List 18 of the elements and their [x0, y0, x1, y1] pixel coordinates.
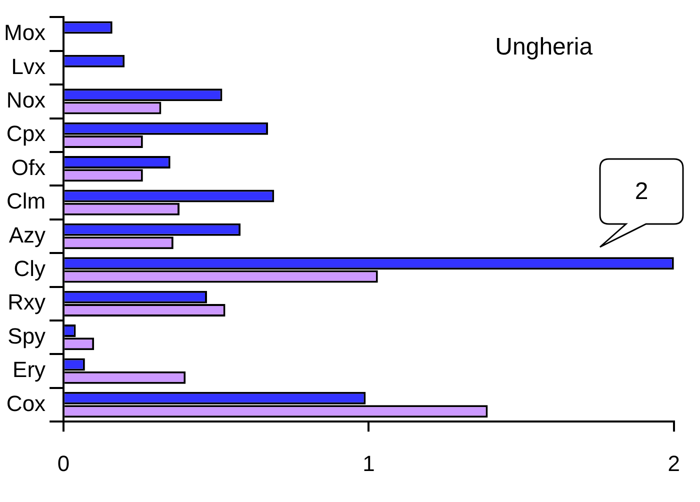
y-tick-label: Azy: [8, 222, 46, 248]
y-tick-label: Cpx: [6, 121, 46, 146]
x-tick-label: 2: [668, 450, 680, 476]
speech-bubble: 2: [598, 157, 686, 249]
y-tick-label: Spy: [8, 323, 46, 348]
y-tick-label: Ery: [12, 357, 46, 382]
text: Ungheria: [495, 34, 594, 61]
y-tick-label: Rxy: [8, 290, 46, 315]
x-tick-label: 0: [57, 450, 70, 476]
y-tick-label: Nox: [6, 88, 46, 113]
y-tick-label: Mox: [4, 20, 46, 46]
y-tick-label: Ofx: [11, 154, 46, 180]
y-tick-label: Clm: [6, 188, 46, 214]
y-tick-label: Cox: [6, 390, 46, 416]
y-tick-label: Lvx: [11, 54, 46, 79]
y-tick-label: Cly: [14, 256, 46, 282]
x-tick-label: 1: [362, 450, 375, 476]
annotation: 2: [634, 176, 650, 206]
